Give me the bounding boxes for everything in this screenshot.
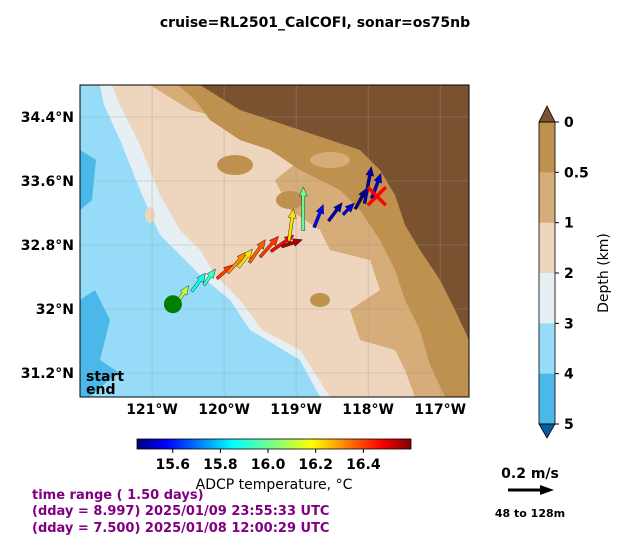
end-time-line: (dday = 8.997) 2025/01/09 23:55:33 UTC xyxy=(32,504,329,519)
current-vector xyxy=(287,208,297,242)
lon-tick-label: 121°W xyxy=(126,402,178,418)
longitude-axis: 121°W 120°W 119°W 118°W 117°W xyxy=(126,402,466,418)
bank-1 xyxy=(217,155,253,175)
depth-tick-label: 4 xyxy=(564,367,574,383)
depth-level-band xyxy=(539,172,555,224)
depth-level-band xyxy=(539,373,555,425)
lat-tick-label: 32°N xyxy=(36,302,74,318)
current-vector xyxy=(247,239,266,264)
lon-tick-label: 117°W xyxy=(414,402,466,418)
deepest-basin-north xyxy=(80,150,96,210)
lon-tick-label: 120°W xyxy=(198,402,250,418)
legend-end: end xyxy=(86,382,115,398)
temperature-tick-label: 16.0 xyxy=(251,457,286,473)
end-marker xyxy=(366,185,388,207)
current-vector xyxy=(237,248,253,269)
lon-tick-label: 119°W xyxy=(270,402,322,418)
latitude-axis: 34.4°N 33.6°N 32.8°N 32°N 31.2°N xyxy=(21,110,74,382)
temperature-colorbar-label: ADCP temperature, °C xyxy=(196,477,353,493)
temperature-tick-label: 15.6 xyxy=(155,457,190,473)
current-vector xyxy=(280,238,303,249)
depth-colorbar-segments: 0 0.5 1 2 3 4 5 xyxy=(538,105,589,439)
current-vector xyxy=(362,166,374,204)
island-shelf xyxy=(310,152,350,168)
map-grid xyxy=(80,85,469,397)
depth-level-band xyxy=(539,273,555,324)
depth-colorbar: 0 0.5 1 2 3 4 5 Depth (km) xyxy=(538,105,612,439)
lat-tick-label: 33.6°N xyxy=(21,174,74,190)
temperature-tick-label: 16.4 xyxy=(346,457,381,473)
scale-arrow-head xyxy=(540,485,554,495)
current-vector xyxy=(327,202,343,223)
current-vector xyxy=(258,235,279,259)
depth-colorbar-label: Depth (km) xyxy=(596,233,612,313)
depth-tick-label: 2 xyxy=(564,266,574,282)
start-marker xyxy=(163,295,182,314)
lat-tick-label: 34.4°N xyxy=(21,110,74,126)
end-marker-stroke xyxy=(366,185,388,207)
depth-tick-label: 0.5 xyxy=(564,165,589,181)
current-vector xyxy=(312,203,324,229)
scale-arrow-label: 0.2 m/s xyxy=(501,466,559,482)
bank-2 xyxy=(276,191,304,209)
depth-tick-label: 0 xyxy=(564,115,574,131)
seamount xyxy=(145,207,155,223)
deepest-basin-west xyxy=(80,290,118,397)
temperature-tick-label: 15.8 xyxy=(203,457,238,473)
depth-level-band xyxy=(539,122,555,173)
depth-extend-bottom xyxy=(538,423,556,439)
current-vector xyxy=(298,186,308,231)
time-range-info: time range ( 1.50 days) (dday = 8.997) 2… xyxy=(32,488,329,536)
depth-tick-label: 1 xyxy=(564,216,574,232)
bank-3 xyxy=(310,293,330,307)
current-vector xyxy=(341,202,355,216)
depth-tick-label: 5 xyxy=(564,417,574,433)
lon-tick-label: 118°W xyxy=(342,402,394,418)
temperature-colorbar: 15.6 15.8 16.0 16.2 16.4 ADCP temperature, °… xyxy=(136,438,412,493)
current-vector xyxy=(190,272,206,293)
land-zone xyxy=(200,85,469,340)
current-vector xyxy=(226,251,247,275)
temperature-colorbar-gradient xyxy=(136,438,412,450)
depth-level-band xyxy=(539,323,555,375)
start-time-line: (dday = 7.500) 2025/01/08 12:00:29 UTC xyxy=(32,521,329,536)
temperature-ticks: 15.6 15.8 16.0 16.2 16.4 xyxy=(155,449,381,473)
current-vector xyxy=(353,187,367,210)
depth-tick-label: 3 xyxy=(564,316,574,332)
lat-tick-label: 31.2°N xyxy=(21,366,74,382)
scale-arrow-depth-range: 48 to 128m xyxy=(495,507,565,520)
time-range-line: time range ( 1.50 days) xyxy=(32,488,204,503)
figure-title: cruise=RL2501_CalCOFI, sonar=os75nb xyxy=(160,15,470,31)
lat-tick-label: 32.8°N xyxy=(21,238,74,254)
current-vector xyxy=(202,268,216,287)
legend-start: start xyxy=(86,369,124,385)
depth-level-band xyxy=(539,222,555,274)
temperature-tick-label: 16.2 xyxy=(298,457,333,473)
map-frame xyxy=(79,84,470,398)
scale-arrow: 0.2 m/s 48 to 128m xyxy=(495,466,565,520)
depth-extend-top xyxy=(538,105,556,123)
map-panel: 121°W 120°W 119°W 118°W 117°W 34.4°N 33.6°N 32… xyxy=(21,84,470,418)
